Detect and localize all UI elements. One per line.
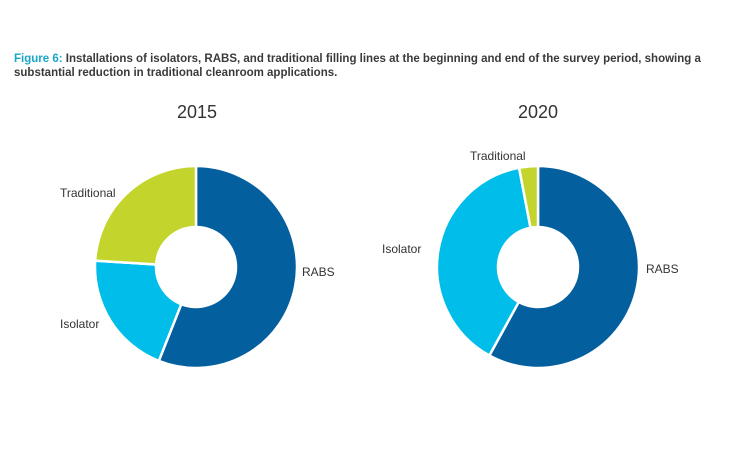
slice-label-isolator-2020: Isolator xyxy=(382,242,421,256)
slice-isolator-2015 xyxy=(93,259,183,363)
chart-title-2015: 2015 xyxy=(177,102,217,122)
slice-label-traditional-2020: Traditional xyxy=(470,149,526,163)
slice-label-isolator-2015: Isolator xyxy=(60,317,99,331)
slice-rabs-2020 xyxy=(487,164,641,370)
slice-traditional-2015 xyxy=(93,164,198,266)
figure-label: Figure 6: xyxy=(14,53,63,65)
donut-chart-2015: 2015 RABS Isolator Traditional xyxy=(60,102,335,370)
donut-chart-2020: 2020 RABS Isolator Traditional xyxy=(382,102,679,370)
caption-text: Installations of isolators, RABS, and tr… xyxy=(14,53,701,79)
slice-traditional-2020 xyxy=(517,164,540,230)
slice-label-rabs-2020: RABS xyxy=(646,262,679,276)
figure-caption: Figure 6: Installations of isolators, RA… xyxy=(14,52,739,80)
chart-title-2020: 2020 xyxy=(518,102,558,122)
slice-isolator-2020 xyxy=(435,166,532,358)
slice-rabs-2015 xyxy=(157,164,299,370)
slice-label-rabs-2015: RABS xyxy=(302,265,335,279)
slice-label-traditional-2015: Traditional xyxy=(60,186,116,200)
